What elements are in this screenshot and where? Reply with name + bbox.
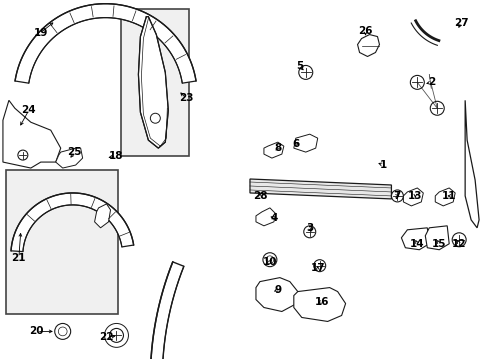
Text: 14: 14 <box>409 239 424 249</box>
Polygon shape <box>255 208 275 226</box>
Text: 6: 6 <box>291 139 299 149</box>
Text: 5: 5 <box>296 62 303 71</box>
Polygon shape <box>464 100 478 228</box>
Text: 16: 16 <box>314 297 328 306</box>
Polygon shape <box>138 17 168 148</box>
Text: 25: 25 <box>67 147 82 157</box>
Text: 24: 24 <box>21 105 36 115</box>
Polygon shape <box>357 35 379 57</box>
Text: 8: 8 <box>274 143 281 153</box>
Polygon shape <box>434 188 454 206</box>
Text: 3: 3 <box>305 223 313 233</box>
Polygon shape <box>249 179 390 199</box>
Text: 2: 2 <box>427 77 434 87</box>
Text: 15: 15 <box>431 239 446 249</box>
Text: 4: 4 <box>270 213 277 223</box>
Polygon shape <box>255 278 297 311</box>
Text: 12: 12 <box>451 239 466 249</box>
Text: 20: 20 <box>29 327 44 336</box>
Polygon shape <box>3 100 61 168</box>
Text: 18: 18 <box>109 151 123 161</box>
Text: 28: 28 <box>252 191 266 201</box>
Polygon shape <box>94 204 110 228</box>
Text: 13: 13 <box>407 191 422 201</box>
Text: 27: 27 <box>453 18 468 28</box>
Text: 23: 23 <box>179 93 193 103</box>
Text: 21: 21 <box>12 253 26 263</box>
Bar <box>6 170 118 315</box>
Polygon shape <box>56 148 82 168</box>
Polygon shape <box>264 142 283 158</box>
Polygon shape <box>150 262 449 360</box>
Text: 19: 19 <box>34 28 48 37</box>
Text: 7: 7 <box>393 191 400 201</box>
Polygon shape <box>425 226 448 250</box>
Text: 17: 17 <box>310 263 325 273</box>
Text: 11: 11 <box>441 191 455 201</box>
Text: 26: 26 <box>358 26 372 36</box>
Polygon shape <box>401 228 428 250</box>
Text: 22: 22 <box>99 332 114 342</box>
Polygon shape <box>11 193 133 252</box>
Polygon shape <box>293 288 345 321</box>
Text: 10: 10 <box>262 257 277 267</box>
Bar <box>121 9 189 156</box>
Text: 1: 1 <box>379 160 386 170</box>
Polygon shape <box>403 188 423 206</box>
Text: 9: 9 <box>274 284 281 294</box>
Polygon shape <box>15 4 196 83</box>
Polygon shape <box>293 134 317 152</box>
